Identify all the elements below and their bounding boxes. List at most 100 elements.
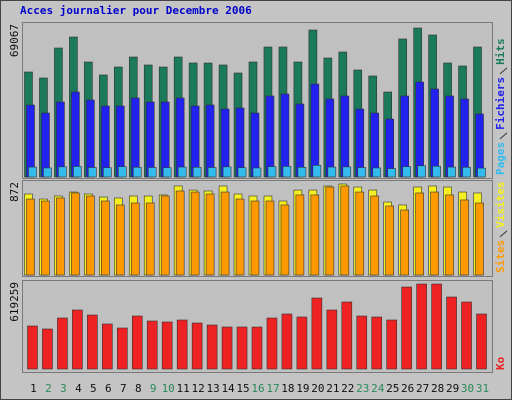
bar	[28, 166, 37, 178]
bar	[116, 327, 128, 370]
x-tick-label: 17	[266, 382, 279, 395]
bar	[102, 323, 113, 370]
x-tick-label: 16	[251, 382, 264, 395]
legend-entry: Pages	[494, 142, 507, 175]
bar	[295, 194, 305, 276]
bar	[446, 296, 457, 370]
x-tick-label: 12	[192, 382, 205, 395]
bar	[175, 190, 185, 276]
bar	[73, 166, 82, 178]
bar	[340, 185, 350, 276]
bar	[341, 301, 353, 370]
bar	[130, 202, 140, 276]
bar	[27, 325, 38, 370]
x-tick-label: 27	[416, 382, 429, 395]
bar	[310, 194, 320, 276]
x-tick-label: 2	[45, 382, 52, 395]
x-tick-label: 24	[371, 382, 385, 395]
bar	[41, 112, 50, 178]
bar	[250, 112, 260, 178]
x-tick-label: 1	[30, 382, 37, 395]
bar	[401, 286, 412, 370]
bar	[430, 191, 439, 276]
bar	[26, 104, 35, 178]
bar	[327, 166, 337, 178]
bar	[356, 315, 368, 370]
bar	[88, 167, 97, 178]
bar	[235, 107, 245, 178]
bar	[432, 165, 441, 178]
bar	[415, 192, 424, 276]
x-tick-label: 23	[356, 382, 369, 395]
x-tick-label: 22	[341, 382, 354, 395]
bar	[280, 93, 290, 178]
bar	[56, 101, 65, 178]
x-tick-label: 26	[401, 382, 414, 395]
legend-separator	[499, 67, 508, 75]
bar	[175, 97, 185, 178]
bar	[237, 167, 247, 178]
legend-entry: Visites	[494, 182, 507, 228]
y-tick-label: 872	[8, 182, 21, 202]
bar	[146, 320, 158, 370]
bar	[71, 192, 80, 276]
bar	[460, 199, 469, 276]
bar	[222, 166, 232, 178]
bar	[251, 326, 263, 370]
x-tick-label: 29	[446, 382, 459, 395]
bar	[295, 103, 305, 178]
bar	[191, 322, 203, 370]
bar	[190, 191, 200, 276]
bar	[161, 321, 173, 370]
legend-entry: Sites	[494, 240, 507, 273]
bar	[325, 186, 335, 276]
bar	[205, 104, 215, 178]
bar	[325, 98, 335, 178]
bar	[43, 167, 52, 178]
bar	[265, 200, 275, 276]
bar	[370, 195, 380, 276]
x-tick-label: 25	[386, 382, 399, 395]
bar	[103, 167, 112, 178]
bar	[476, 313, 487, 370]
y-tick-label: 69067	[8, 24, 21, 57]
x-tick-label: 5	[90, 382, 97, 395]
bar	[190, 105, 200, 178]
bar	[265, 95, 275, 178]
bar	[312, 165, 322, 178]
bar	[131, 315, 143, 370]
bar	[56, 197, 65, 276]
bar	[236, 326, 248, 370]
bar	[87, 314, 98, 370]
bar	[400, 95, 409, 178]
bar	[402, 166, 411, 178]
bar	[266, 317, 278, 370]
bar	[460, 98, 469, 178]
bar	[475, 113, 484, 178]
bar	[461, 301, 472, 370]
bar	[297, 166, 307, 178]
bar	[132, 166, 142, 178]
bar	[101, 105, 110, 178]
bar	[250, 200, 260, 276]
bar	[416, 283, 427, 370]
bar	[101, 200, 110, 276]
bar	[221, 326, 233, 370]
bar	[206, 324, 218, 370]
bar	[117, 166, 127, 178]
bar	[371, 316, 383, 370]
bar	[72, 309, 83, 370]
bar	[326, 309, 338, 370]
bar	[385, 205, 395, 276]
bar	[57, 317, 68, 370]
bar	[462, 166, 471, 178]
legend-entry: Fichiers	[494, 77, 507, 130]
bar	[282, 166, 292, 178]
bar	[176, 319, 188, 370]
bar	[430, 88, 439, 178]
x-tick-label: 30	[461, 382, 474, 395]
bar	[26, 198, 35, 276]
bar	[160, 195, 170, 276]
bar	[296, 316, 308, 370]
